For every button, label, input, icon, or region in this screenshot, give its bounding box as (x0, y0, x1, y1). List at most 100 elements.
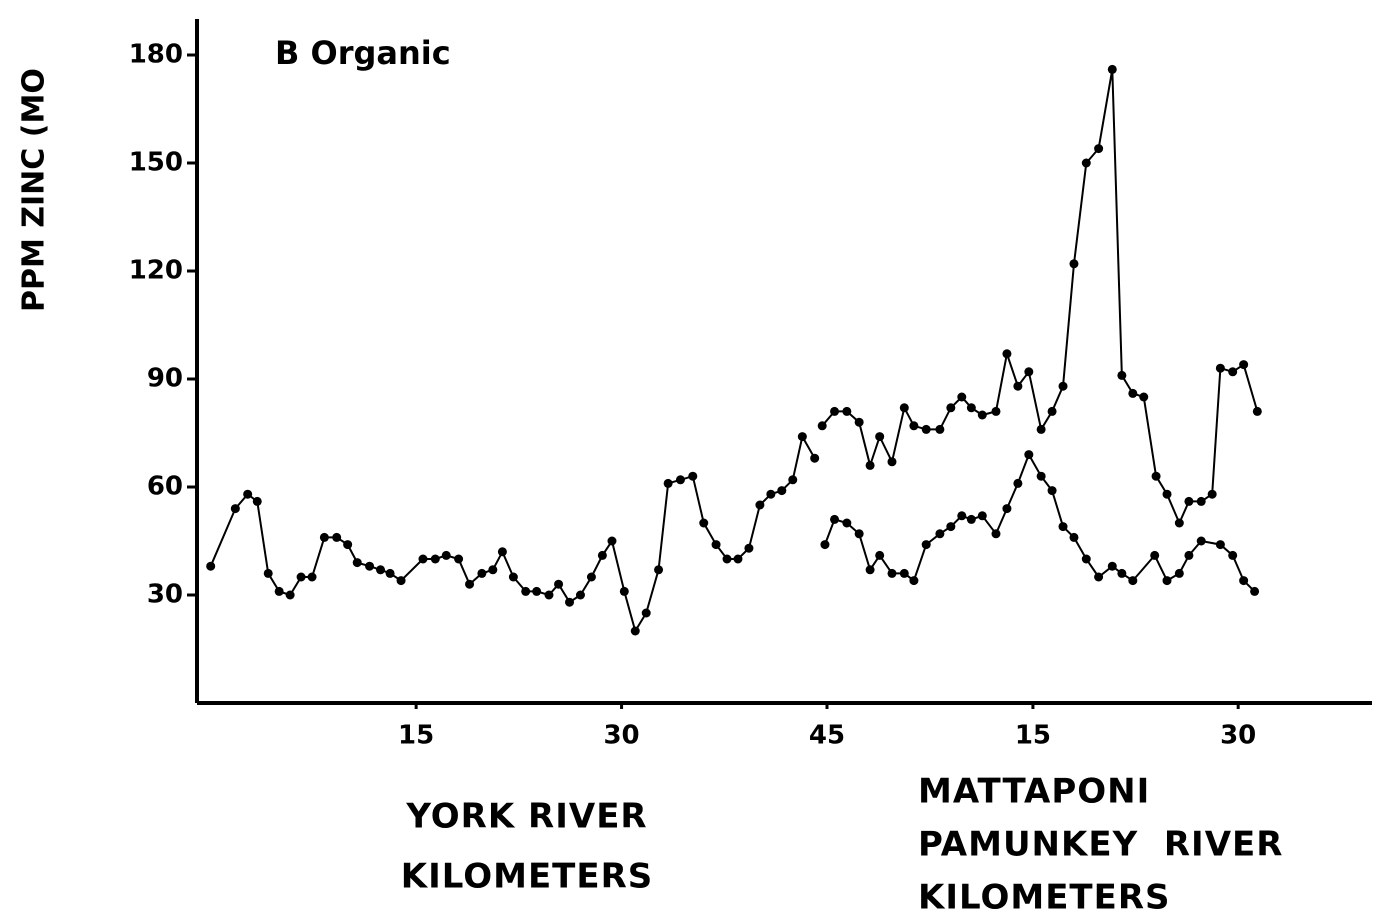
data-point (418, 554, 428, 564)
data-point (909, 421, 919, 431)
data-point (319, 532, 329, 542)
data-point (654, 565, 664, 575)
data-point (875, 432, 885, 442)
data-point (352, 558, 362, 568)
data-point (977, 511, 987, 521)
data-point (1081, 158, 1091, 168)
data-point (966, 403, 976, 413)
data-point (1196, 536, 1206, 546)
x-axis-label: PAMUNKEY RIVER (918, 825, 1283, 865)
data-line (821, 69, 1259, 526)
data-point (1047, 406, 1057, 416)
data-point (1036, 471, 1046, 481)
data-point (230, 504, 240, 514)
data-point (1117, 568, 1127, 578)
data-point (887, 568, 897, 578)
x-axis-label: MATTAPONI (918, 772, 1150, 812)
x-tick-label: 45 (809, 721, 845, 751)
data-point (797, 432, 807, 442)
y-tick-label: 120 (129, 256, 183, 286)
data-point (1024, 367, 1034, 377)
data-point (1081, 554, 1091, 564)
data-point (991, 529, 1001, 539)
data-point (899, 568, 909, 578)
y-tick-label: 30 (147, 580, 183, 610)
data-point (285, 590, 295, 600)
data-point (1239, 360, 1249, 370)
data-point (332, 532, 342, 542)
data-point (1252, 406, 1262, 416)
data-point (554, 579, 564, 589)
data-point (1094, 572, 1104, 582)
x-tick-label: 15 (1015, 721, 1051, 751)
data-point (252, 496, 262, 506)
data-point (733, 554, 743, 564)
data-point (1196, 496, 1206, 506)
data-point (1162, 576, 1172, 586)
data-point (296, 572, 306, 582)
data-point (854, 529, 864, 539)
data-point (744, 543, 754, 553)
y-tick-label: 180 (129, 40, 183, 70)
data-point (1228, 367, 1238, 377)
panel-annotation: B Organic (275, 34, 451, 72)
data-point (810, 453, 820, 463)
data-point (396, 576, 406, 586)
data-point (711, 540, 721, 550)
data-point (887, 457, 897, 467)
data-point (875, 550, 885, 560)
data-point (597, 550, 607, 560)
data-point (206, 561, 216, 571)
data-point (1069, 259, 1079, 269)
data-point (1174, 568, 1184, 578)
data-point (842, 518, 852, 528)
data-point (663, 478, 673, 488)
data-point (946, 403, 956, 413)
data-point (777, 486, 787, 496)
x-axis-label: KILOMETERS (918, 878, 1171, 918)
x-tick-label: 30 (1220, 721, 1256, 751)
data-point (641, 608, 651, 618)
data-point (1107, 561, 1117, 571)
data-point (935, 529, 945, 539)
data-point (1107, 64, 1117, 74)
data-point (957, 392, 967, 402)
data-point (477, 568, 487, 578)
data-point (946, 522, 956, 532)
data-point (830, 406, 840, 416)
data-point (1036, 424, 1046, 434)
data-point (921, 424, 931, 434)
x-axis-label: KILOMETERS (401, 857, 654, 897)
data-point (977, 410, 987, 420)
data-point (575, 590, 585, 600)
data-point (991, 406, 1001, 416)
data-point (865, 565, 875, 575)
data-point (1228, 550, 1238, 560)
data-point (307, 572, 317, 582)
data-point (1013, 478, 1023, 488)
data-point (263, 568, 273, 578)
data-point (544, 590, 554, 600)
data-point (1239, 576, 1249, 586)
data-point (755, 500, 765, 510)
data-point (430, 554, 440, 564)
y-tick-label: 90 (147, 364, 183, 394)
data-point (1002, 349, 1012, 359)
data-point (1024, 450, 1034, 460)
data-point (1094, 144, 1104, 154)
data-point (1013, 381, 1023, 391)
data-point (675, 475, 685, 485)
data-point (921, 540, 931, 550)
data-point (1215, 540, 1225, 550)
data-point (1184, 496, 1194, 506)
x-tick-label: 15 (398, 721, 434, 751)
y-axis-label: PPM ZINC (MO (17, 68, 52, 312)
data-point (1047, 486, 1057, 496)
data-point (865, 460, 875, 470)
data-point (688, 471, 698, 481)
data-point (586, 572, 596, 582)
data-point (454, 554, 464, 564)
data-point (766, 489, 776, 499)
data-point (1250, 586, 1260, 596)
